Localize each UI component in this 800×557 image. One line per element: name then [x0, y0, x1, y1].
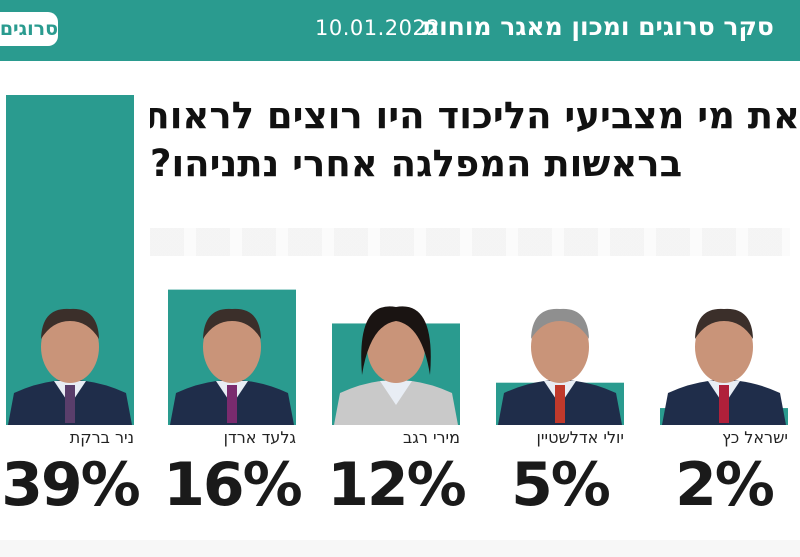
portrait-tie-2 — [227, 385, 237, 423]
portrait-head-2 — [203, 311, 261, 383]
faded-subtitle — [150, 228, 790, 256]
header-banner: סרוגים 10.01.2022 סקר סרוגים ומכון מאגר … — [0, 0, 800, 61]
percent-label-1: 39% — [1, 450, 141, 520]
poll-date: 10.01.2022 — [315, 16, 441, 40]
candidate-name-5: ישראל כץ — [722, 428, 788, 447]
portrait-hair-2 — [203, 308, 261, 339]
bottom-strip — [0, 540, 800, 557]
percent-label-2: 16% — [163, 450, 303, 520]
portrait-head-5 — [695, 311, 753, 383]
candidate-name-4: יולי אדלשטיין — [536, 428, 624, 447]
portrait-tie-5 — [719, 385, 729, 423]
portrait-head-4 — [531, 311, 589, 383]
portrait-hair-1 — [41, 308, 99, 339]
poll-source-title: סקר סרוגים ומכון מאגר מוחות — [422, 12, 774, 41]
portrait-head-1 — [41, 311, 99, 383]
portrait-hair-4 — [531, 308, 589, 339]
portrait-head-3 — [367, 311, 425, 383]
portrait-tie-4 — [555, 385, 565, 423]
percent-label-4: 5% — [511, 450, 611, 520]
portrait-tie-1 — [65, 385, 75, 423]
chart-title-line-1: את מי מצביעי הליכוד היו רוצים לראות — [150, 94, 800, 137]
portrait-hair-3 — [361, 306, 431, 375]
percent-label-5: 2% — [675, 450, 775, 520]
portrait-collar-3 — [380, 381, 412, 405]
portrait-hair-5 — [695, 308, 753, 339]
candidate-name-1: ניר ברקת — [69, 428, 134, 447]
candidate-name-2: גלעד ארדן — [223, 428, 296, 447]
brand-label: סרוגים — [0, 18, 58, 40]
percent-label-3: 12% — [327, 450, 467, 520]
candidate-name-3: מירי רגב — [402, 428, 460, 447]
chart-title-line-2: בראשות המפלגה אחרי נתניהו? — [150, 142, 683, 185]
brand-logo: סרוגים — [0, 12, 58, 46]
